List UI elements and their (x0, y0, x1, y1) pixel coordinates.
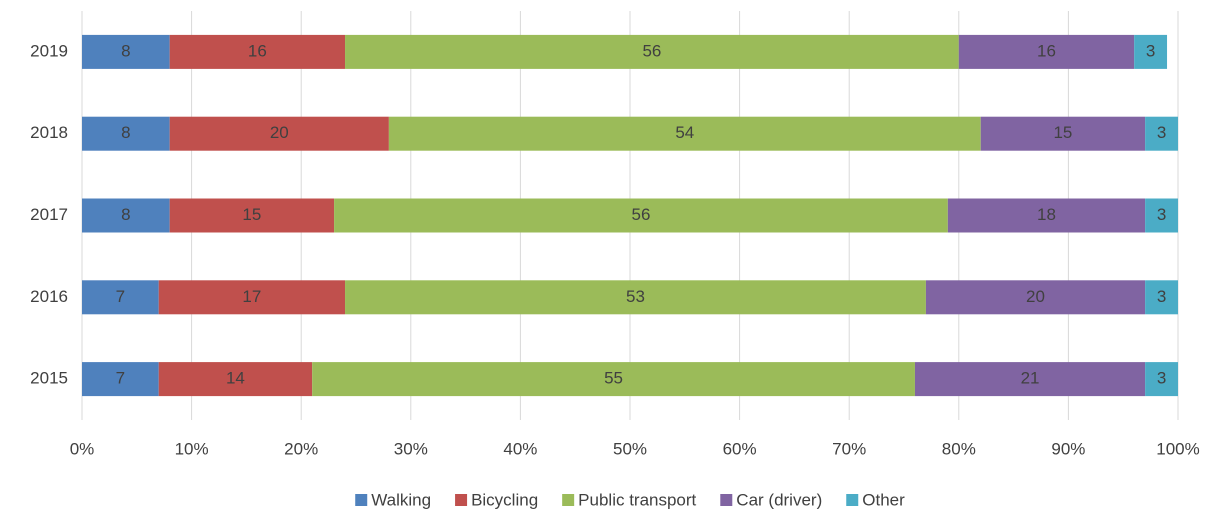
bar-segment (158, 362, 313, 397)
bar-segment (345, 34, 959, 69)
data-label: 8 (121, 41, 130, 60)
y-tick-label: 2018 (30, 123, 68, 142)
data-label: 20 (270, 123, 289, 142)
data-label: 53 (626, 287, 645, 306)
data-label: 55 (604, 369, 623, 388)
bar-segment (1134, 34, 1168, 69)
legend-swatch (846, 494, 859, 506)
bar-segment (82, 280, 159, 315)
data-label: 3 (1157, 369, 1166, 388)
bar-segment (345, 280, 926, 315)
x-tick-label: 40% (503, 439, 537, 458)
data-label: 20 (1026, 287, 1045, 306)
bar-segment (958, 34, 1135, 69)
bar-segment (158, 280, 346, 315)
legend: Walking Bicycling Public transport Car (dri… (355, 490, 905, 509)
bar-segment (925, 280, 1146, 315)
data-label: 7 (116, 287, 125, 306)
data-label: 3 (1157, 205, 1166, 224)
bar-segment (82, 116, 170, 151)
data-label: 15 (1053, 123, 1072, 142)
x-tick-label: 50% (613, 439, 647, 458)
bar-segment (169, 198, 335, 233)
x-tick-label: 30% (394, 439, 428, 458)
data-label: 17 (242, 287, 261, 306)
y-tick-label: 2016 (30, 287, 68, 306)
bar-segment (312, 362, 915, 397)
data-label: 54 (675, 123, 694, 142)
data-label: 7 (116, 369, 125, 388)
data-label: 15 (242, 205, 261, 224)
bar-segment (1145, 116, 1178, 151)
legend-label: Walking (371, 490, 431, 509)
legend-swatch (455, 494, 468, 506)
data-label: 3 (1157, 287, 1166, 306)
bar-segment (1145, 362, 1178, 397)
x-tick-label: 70% (832, 439, 866, 458)
bar-segment (388, 116, 981, 151)
legend-swatch (720, 494, 733, 506)
data-label: 3 (1146, 41, 1155, 60)
y-tick-label: 2017 (30, 205, 68, 224)
x-tick-label: 10% (175, 439, 209, 458)
y-tick-label: 2019 (30, 41, 68, 60)
data-label: 16 (248, 41, 267, 60)
x-tick-label: 80% (942, 439, 976, 458)
bar-segment (82, 362, 159, 397)
bar-segment (980, 116, 1146, 151)
bar-segment (169, 116, 389, 151)
legend-swatch (355, 494, 368, 506)
x-tick-label: 0% (70, 439, 95, 458)
x-tick-label: 20% (284, 439, 318, 458)
data-label: 16 (1037, 41, 1056, 60)
bar-segment (169, 34, 346, 69)
bar-segment (1145, 280, 1178, 315)
data-label: 56 (631, 205, 650, 224)
legend-label: Bicycling (471, 490, 538, 509)
data-label: 21 (1021, 369, 1040, 388)
x-tick-label: 60% (723, 439, 757, 458)
legend-label: Public transport (578, 490, 696, 509)
bar-segment (82, 34, 170, 69)
data-label: 56 (642, 41, 661, 60)
legend-label: Other (862, 490, 905, 509)
bar-segment (82, 198, 170, 233)
legend-swatch (562, 494, 575, 506)
bar-segment (334, 198, 948, 233)
x-tick-label: 100% (1156, 439, 1199, 458)
x-tick-label: 90% (1051, 439, 1085, 458)
legend-label: Car (driver) (736, 490, 822, 509)
data-label: 14 (226, 369, 245, 388)
data-label: 8 (121, 123, 130, 142)
bar-segment (1145, 198, 1178, 233)
data-label: 3 (1157, 123, 1166, 142)
bar-segment (947, 198, 1146, 233)
data-label: 8 (121, 205, 130, 224)
data-label: 18 (1037, 205, 1056, 224)
y-tick-label: 2015 (30, 369, 68, 388)
bar-segment (914, 362, 1146, 397)
